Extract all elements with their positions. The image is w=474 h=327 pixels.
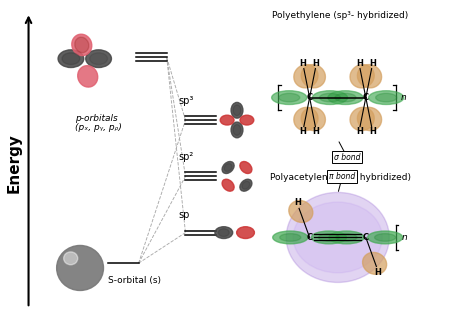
Ellipse shape	[350, 64, 374, 88]
Ellipse shape	[357, 107, 382, 130]
Text: n: n	[401, 93, 406, 102]
Text: C: C	[307, 93, 313, 102]
Text: H: H	[313, 59, 319, 68]
Ellipse shape	[319, 93, 340, 102]
Text: H: H	[369, 127, 376, 136]
Ellipse shape	[301, 64, 326, 88]
Ellipse shape	[279, 93, 300, 102]
Ellipse shape	[62, 53, 80, 64]
Ellipse shape	[78, 66, 98, 87]
Ellipse shape	[336, 233, 357, 241]
Ellipse shape	[242, 181, 250, 189]
Text: H: H	[313, 127, 319, 136]
Text: σ bond: σ bond	[334, 153, 360, 162]
Text: (pₓ, pᵧ, pᵨ): (pₓ, pᵧ, pᵨ)	[75, 123, 122, 132]
Text: S-orbital (s): S-orbital (s)	[108, 276, 161, 285]
Ellipse shape	[335, 93, 356, 102]
Text: H: H	[300, 127, 307, 136]
Ellipse shape	[369, 91, 404, 104]
Text: sp: sp	[178, 210, 190, 220]
Ellipse shape	[58, 50, 84, 67]
Ellipse shape	[286, 192, 389, 283]
Ellipse shape	[357, 64, 382, 88]
Ellipse shape	[231, 122, 243, 138]
Ellipse shape	[293, 202, 382, 273]
Ellipse shape	[280, 233, 301, 241]
Text: π bond: π bond	[329, 172, 356, 181]
Ellipse shape	[294, 107, 318, 130]
Text: C: C	[363, 93, 369, 102]
Ellipse shape	[311, 231, 346, 244]
Text: Energy: Energy	[7, 133, 22, 194]
Ellipse shape	[224, 164, 232, 171]
Text: sp³: sp³	[178, 96, 194, 106]
Ellipse shape	[376, 93, 397, 102]
Text: Polyacetylene (sp²- hybridized): Polyacetylene (sp²- hybridized)	[270, 173, 410, 182]
Ellipse shape	[64, 252, 78, 265]
Text: sp²: sp²	[178, 152, 194, 162]
Ellipse shape	[237, 227, 255, 238]
Text: C: C	[307, 233, 313, 242]
Ellipse shape	[328, 91, 363, 104]
Text: C: C	[363, 233, 369, 242]
Ellipse shape	[272, 91, 307, 104]
Ellipse shape	[329, 231, 364, 244]
Ellipse shape	[367, 231, 403, 244]
Text: p-orbitals: p-orbitals	[75, 114, 118, 123]
Ellipse shape	[215, 227, 233, 238]
Ellipse shape	[240, 179, 252, 191]
Ellipse shape	[222, 179, 234, 191]
Ellipse shape	[233, 105, 241, 116]
Ellipse shape	[72, 34, 92, 56]
Ellipse shape	[289, 200, 313, 222]
Ellipse shape	[231, 102, 243, 118]
Text: H: H	[369, 59, 376, 68]
Text: n: n	[401, 233, 407, 242]
Text: H: H	[294, 198, 301, 207]
Ellipse shape	[240, 162, 252, 174]
Ellipse shape	[222, 162, 234, 174]
Ellipse shape	[312, 91, 347, 104]
Ellipse shape	[294, 64, 318, 88]
Ellipse shape	[220, 115, 234, 125]
Ellipse shape	[90, 53, 108, 64]
Ellipse shape	[363, 252, 387, 274]
Text: H: H	[374, 268, 382, 277]
Ellipse shape	[374, 233, 396, 241]
Text: Polyethylene (sp³- hybridized): Polyethylene (sp³- hybridized)	[272, 11, 408, 20]
Text: H: H	[356, 59, 363, 68]
Ellipse shape	[319, 233, 339, 241]
Ellipse shape	[86, 50, 111, 67]
Text: H: H	[356, 127, 363, 136]
Ellipse shape	[273, 231, 308, 244]
Ellipse shape	[75, 37, 89, 53]
Ellipse shape	[240, 115, 254, 125]
Ellipse shape	[57, 246, 103, 290]
Ellipse shape	[301, 107, 326, 130]
Ellipse shape	[233, 125, 241, 135]
Ellipse shape	[350, 107, 374, 130]
Text: H: H	[300, 59, 307, 68]
Ellipse shape	[219, 229, 229, 236]
